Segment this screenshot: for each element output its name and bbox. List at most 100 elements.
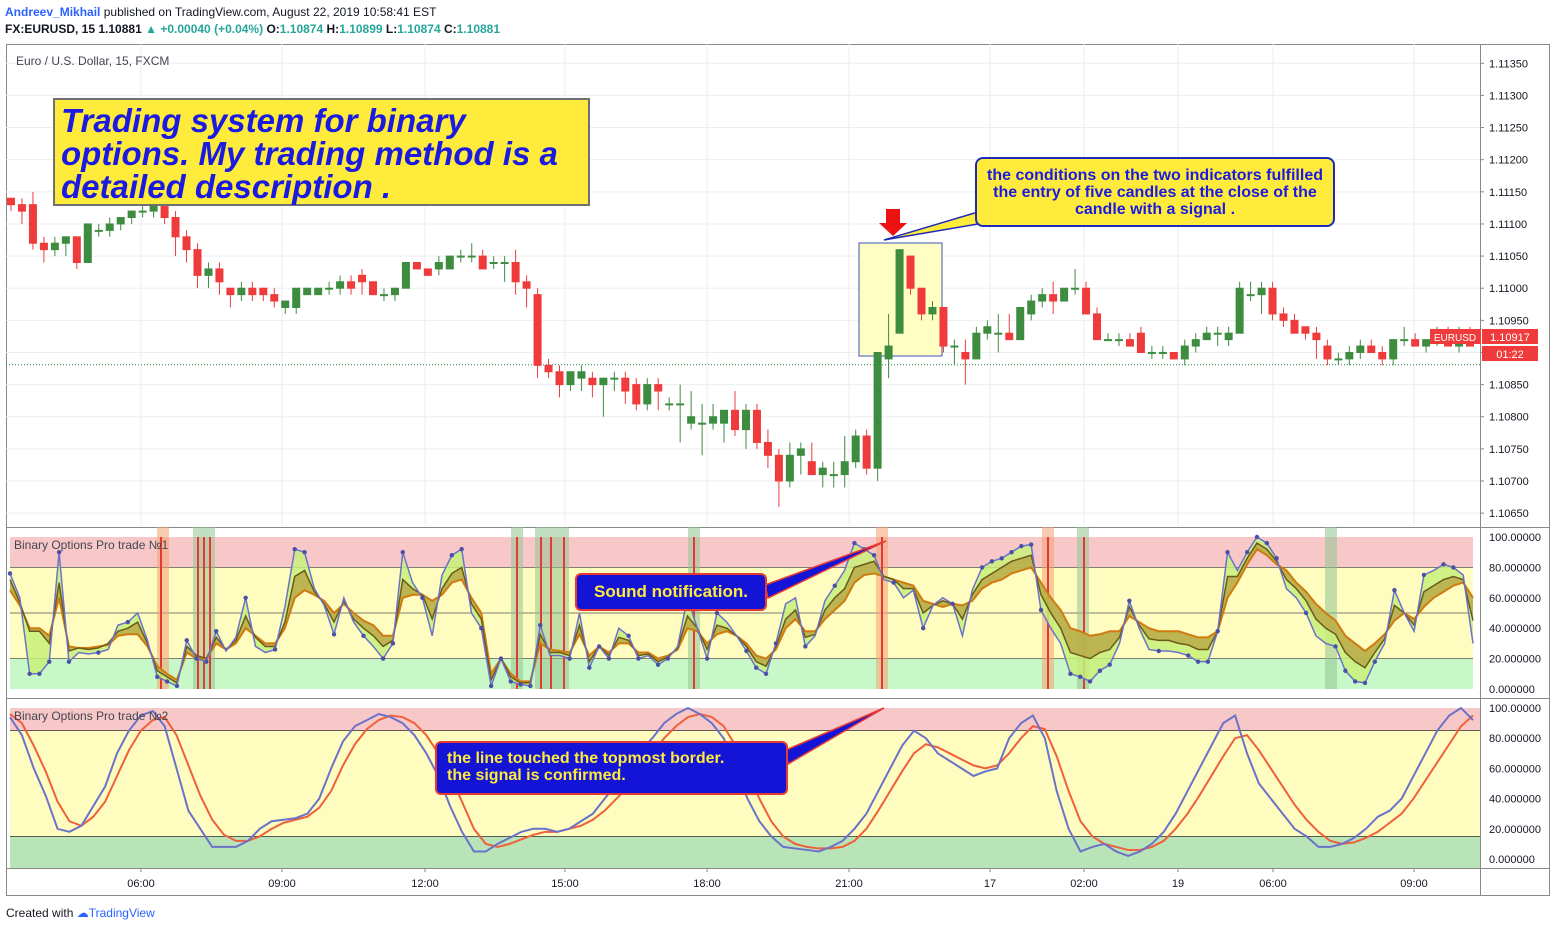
candle-up <box>709 416 718 424</box>
candle-up <box>127 210 136 219</box>
price-pane-title: Euro / U.S. Dollar, 15, FXCM <box>16 54 170 68</box>
ind1-point <box>999 556 1004 561</box>
candle-up <box>1257 287 1266 296</box>
candle-up <box>1158 351 1167 354</box>
last-price: 1.10881 <box>98 22 142 36</box>
ind1-tick-label: 100.00000 <box>1489 532 1541 544</box>
ind1-point <box>626 633 631 638</box>
ind1-point <box>596 644 602 649</box>
footer-brand[interactable]: TradingView <box>88 906 155 920</box>
ind1-point <box>803 644 808 649</box>
time-tick-label: 21:00 <box>835 878 863 890</box>
ind1-point <box>763 671 769 676</box>
price-tick-label: 1.10850 <box>1489 380 1529 392</box>
ind1-point <box>636 656 641 661</box>
ind1-point <box>125 619 131 625</box>
ind1-point <box>164 679 170 684</box>
ind1-point <box>292 546 297 552</box>
ind2-tick-label: 100.00000 <box>1489 703 1541 715</box>
candle-up <box>884 345 893 360</box>
ind1-point <box>1127 598 1132 604</box>
candle-up <box>489 262 498 265</box>
time-tick-label: 02:00 <box>1070 878 1098 890</box>
candle-up <box>1422 339 1431 347</box>
indicator2-title: Binary Options Pro trade №2 <box>14 709 169 723</box>
ind1-point <box>47 659 52 664</box>
ind1-point <box>1264 540 1270 546</box>
ind1-point <box>1107 662 1112 667</box>
open-value: 1.10874 <box>279 22 324 36</box>
ind2-zone-low <box>10 836 1480 868</box>
candle-up <box>445 255 454 270</box>
signal-arrow-icon <box>879 209 907 236</box>
candle-down <box>17 204 26 212</box>
candle-down <box>752 409 761 443</box>
price-tick-label: 1.11050 <box>1489 251 1528 263</box>
candle-up <box>566 371 575 386</box>
time-tick-label: 12:00 <box>411 878 439 890</box>
candle-up <box>785 454 794 482</box>
price-tick-label: 1.11100 <box>1489 219 1527 231</box>
ind2-zone-high <box>10 708 1480 731</box>
candle-up <box>1180 345 1189 360</box>
footer: Created with ☁TradingView <box>6 906 155 920</box>
ind1-point <box>302 550 307 555</box>
ind1-tick-label: 60.000000 <box>1489 593 1541 605</box>
ind1-point <box>655 662 661 667</box>
candle-down <box>621 377 630 392</box>
indicator1-title: Binary Options Pro trade №1 <box>14 538 169 552</box>
candle-up <box>1016 306 1025 341</box>
price-tick-label: 1.11200 <box>1489 155 1528 167</box>
ind1-point <box>518 682 523 687</box>
candle-up <box>83 223 92 264</box>
ind1-point <box>1274 556 1279 561</box>
ind1-point <box>380 656 386 661</box>
candle-down <box>1367 345 1376 353</box>
candle-down <box>248 287 257 296</box>
candle-up <box>994 332 1003 335</box>
ind1-point <box>567 656 572 661</box>
candle-down <box>555 371 564 386</box>
ind1-point <box>459 546 464 552</box>
candle-down <box>961 351 970 360</box>
candle-up <box>687 416 696 424</box>
line-caption-1: the line touched the topmost border. <box>447 750 725 767</box>
ind1-tick-label: 0.000000 <box>1489 684 1535 696</box>
candle-up <box>818 467 827 476</box>
candle-up <box>698 422 707 425</box>
candle-down <box>939 306 948 347</box>
candle-down <box>226 287 235 296</box>
ind1-point <box>1254 534 1260 540</box>
ind1-point <box>420 595 425 600</box>
author-name[interactable]: Andreev_Mikhail <box>5 5 101 19</box>
price-tick-label: 1.10750 <box>1489 444 1529 456</box>
ind1-tick-label: 80.000000 <box>1489 562 1541 574</box>
ind1-tick-label: 40.000000 <box>1489 623 1541 635</box>
price-badge-text: 1.10917 <box>1490 332 1530 344</box>
publish-line: Andreev_Mikhail published on TradingView… <box>5 5 436 19</box>
ind1-point <box>204 659 209 664</box>
candle-up <box>676 403 685 406</box>
price-tick-label: 1.10650 <box>1489 508 1529 520</box>
ind1-signal-zone <box>1325 527 1337 689</box>
candle-up <box>829 474 838 477</box>
ind1-tick-label: 20.000000 <box>1489 654 1541 666</box>
candle-up <box>1038 294 1047 302</box>
sound-caption: Sound notification. <box>575 573 767 611</box>
candle-up <box>577 371 586 379</box>
time-tick-label: 06:00 <box>127 878 155 890</box>
ind1-point <box>1343 668 1348 673</box>
candle-down <box>763 441 772 456</box>
candle-down <box>906 255 915 289</box>
candle-down <box>1323 345 1332 360</box>
ind1-point <box>449 553 455 558</box>
time-tick-label: 18:00 <box>693 878 721 890</box>
high-label: H: <box>326 22 340 36</box>
ind1-point <box>1215 629 1220 634</box>
ind1-point <box>390 641 396 646</box>
candle-down <box>347 281 356 289</box>
ind1-point <box>744 648 749 654</box>
candle-down <box>862 435 871 469</box>
ind1-point <box>1186 653 1191 658</box>
